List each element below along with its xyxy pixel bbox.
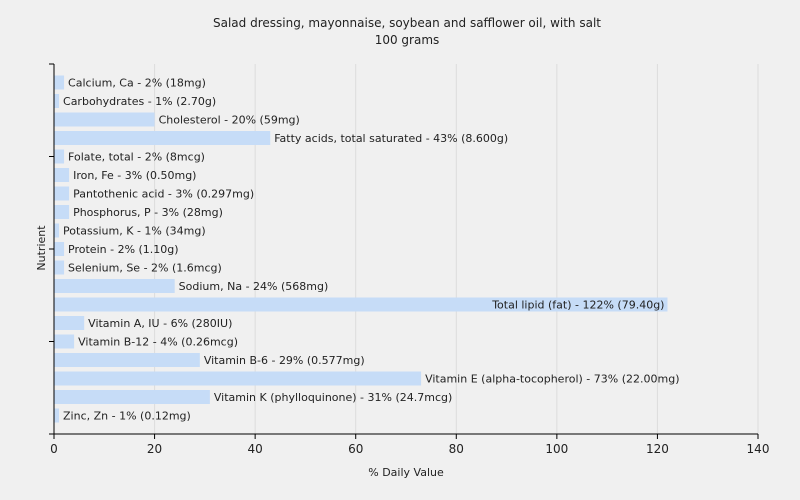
- bar-label: Vitamin B-6 - 29% (0.577mg): [204, 354, 365, 367]
- bar-label: Sodium, Na - 24% (568mg): [179, 280, 329, 293]
- bar-label: Total lipid (fat) - 122% (79.40g): [491, 299, 664, 312]
- bar: [54, 112, 155, 127]
- bar-label: Carbohydrates - 1% (2.70g): [63, 95, 216, 108]
- bar: [54, 279, 175, 293]
- gridlines: [154, 64, 759, 434]
- bar: [54, 75, 65, 90]
- x-tick-label: 120: [646, 442, 669, 456]
- bar: [54, 149, 65, 164]
- x-tick-label: 80: [449, 442, 464, 456]
- x-tick-label: 20: [147, 442, 162, 456]
- chart-title: Salad dressing, mayonnaise, soybean and …: [213, 16, 601, 30]
- bars: Calcium, Ca - 2% (18mg) Carbohydrates - 1…: [54, 75, 680, 423]
- x-axis-title: % Daily Value: [368, 466, 444, 479]
- bar: [54, 242, 65, 256]
- bar: [54, 94, 60, 108]
- bar: [54, 260, 65, 275]
- x-tick-label: 100: [545, 442, 568, 456]
- bar: [54, 205, 70, 219]
- y-axis-title: Nutrient: [35, 225, 48, 271]
- bar-label: Zinc, Zn - 1% (0.12mg): [63, 410, 191, 423]
- x-tick-label: 60: [348, 442, 363, 456]
- bar-label: Folate, total - 2% (8mcg): [68, 151, 205, 164]
- bar: [54, 371, 422, 386]
- bar: [54, 353, 200, 367]
- bar-label: Iron, Fe - 3% (0.50mg): [73, 169, 196, 182]
- bar-label: Fatty acids, total saturated - 43% (8.60…: [274, 132, 508, 145]
- bar: [54, 297, 668, 312]
- x-tick-label: 40: [248, 442, 263, 456]
- chart-subtitle: 100 grams: [375, 33, 440, 47]
- x-tick-label: 0: [50, 442, 58, 456]
- bar-label: Vitamin A, IU - 6% (280IU): [88, 317, 232, 330]
- bar-label: Vitamin B-12 - 4% (0.26mcg): [78, 336, 238, 349]
- bar: [54, 390, 210, 404]
- bar: [54, 334, 75, 349]
- bar-label: Vitamin E (alpha-tocopherol) - 73% (22.0…: [425, 373, 679, 386]
- bar-label: Pantothenic acid - 3% (0.297mg): [73, 188, 254, 201]
- bar: [54, 408, 60, 423]
- bar-label: Selenium, Se - 2% (1.6mcg): [68, 262, 222, 275]
- bar-label: Cholesterol - 20% (59mg): [159, 114, 300, 127]
- bar: [54, 168, 70, 182]
- bar-label: Protein - 2% (1.10g): [68, 243, 179, 256]
- bar-label: Potassium, K - 1% (34mg): [63, 225, 206, 238]
- axes: 0 20 40 60 80 100 120 140: [49, 63, 770, 456]
- x-tick-label: 140: [747, 442, 770, 456]
- bar-label: Phosphorus, P - 3% (28mg): [73, 206, 223, 219]
- bar-label: Vitamin K (phylloquinone) - 31% (24.7mcg…: [214, 391, 452, 404]
- bar: [54, 316, 85, 330]
- bar: [54, 223, 60, 238]
- bar: [54, 131, 271, 145]
- bar: [54, 186, 70, 201]
- bar-label: Calcium, Ca - 2% (18mg): [68, 77, 206, 90]
